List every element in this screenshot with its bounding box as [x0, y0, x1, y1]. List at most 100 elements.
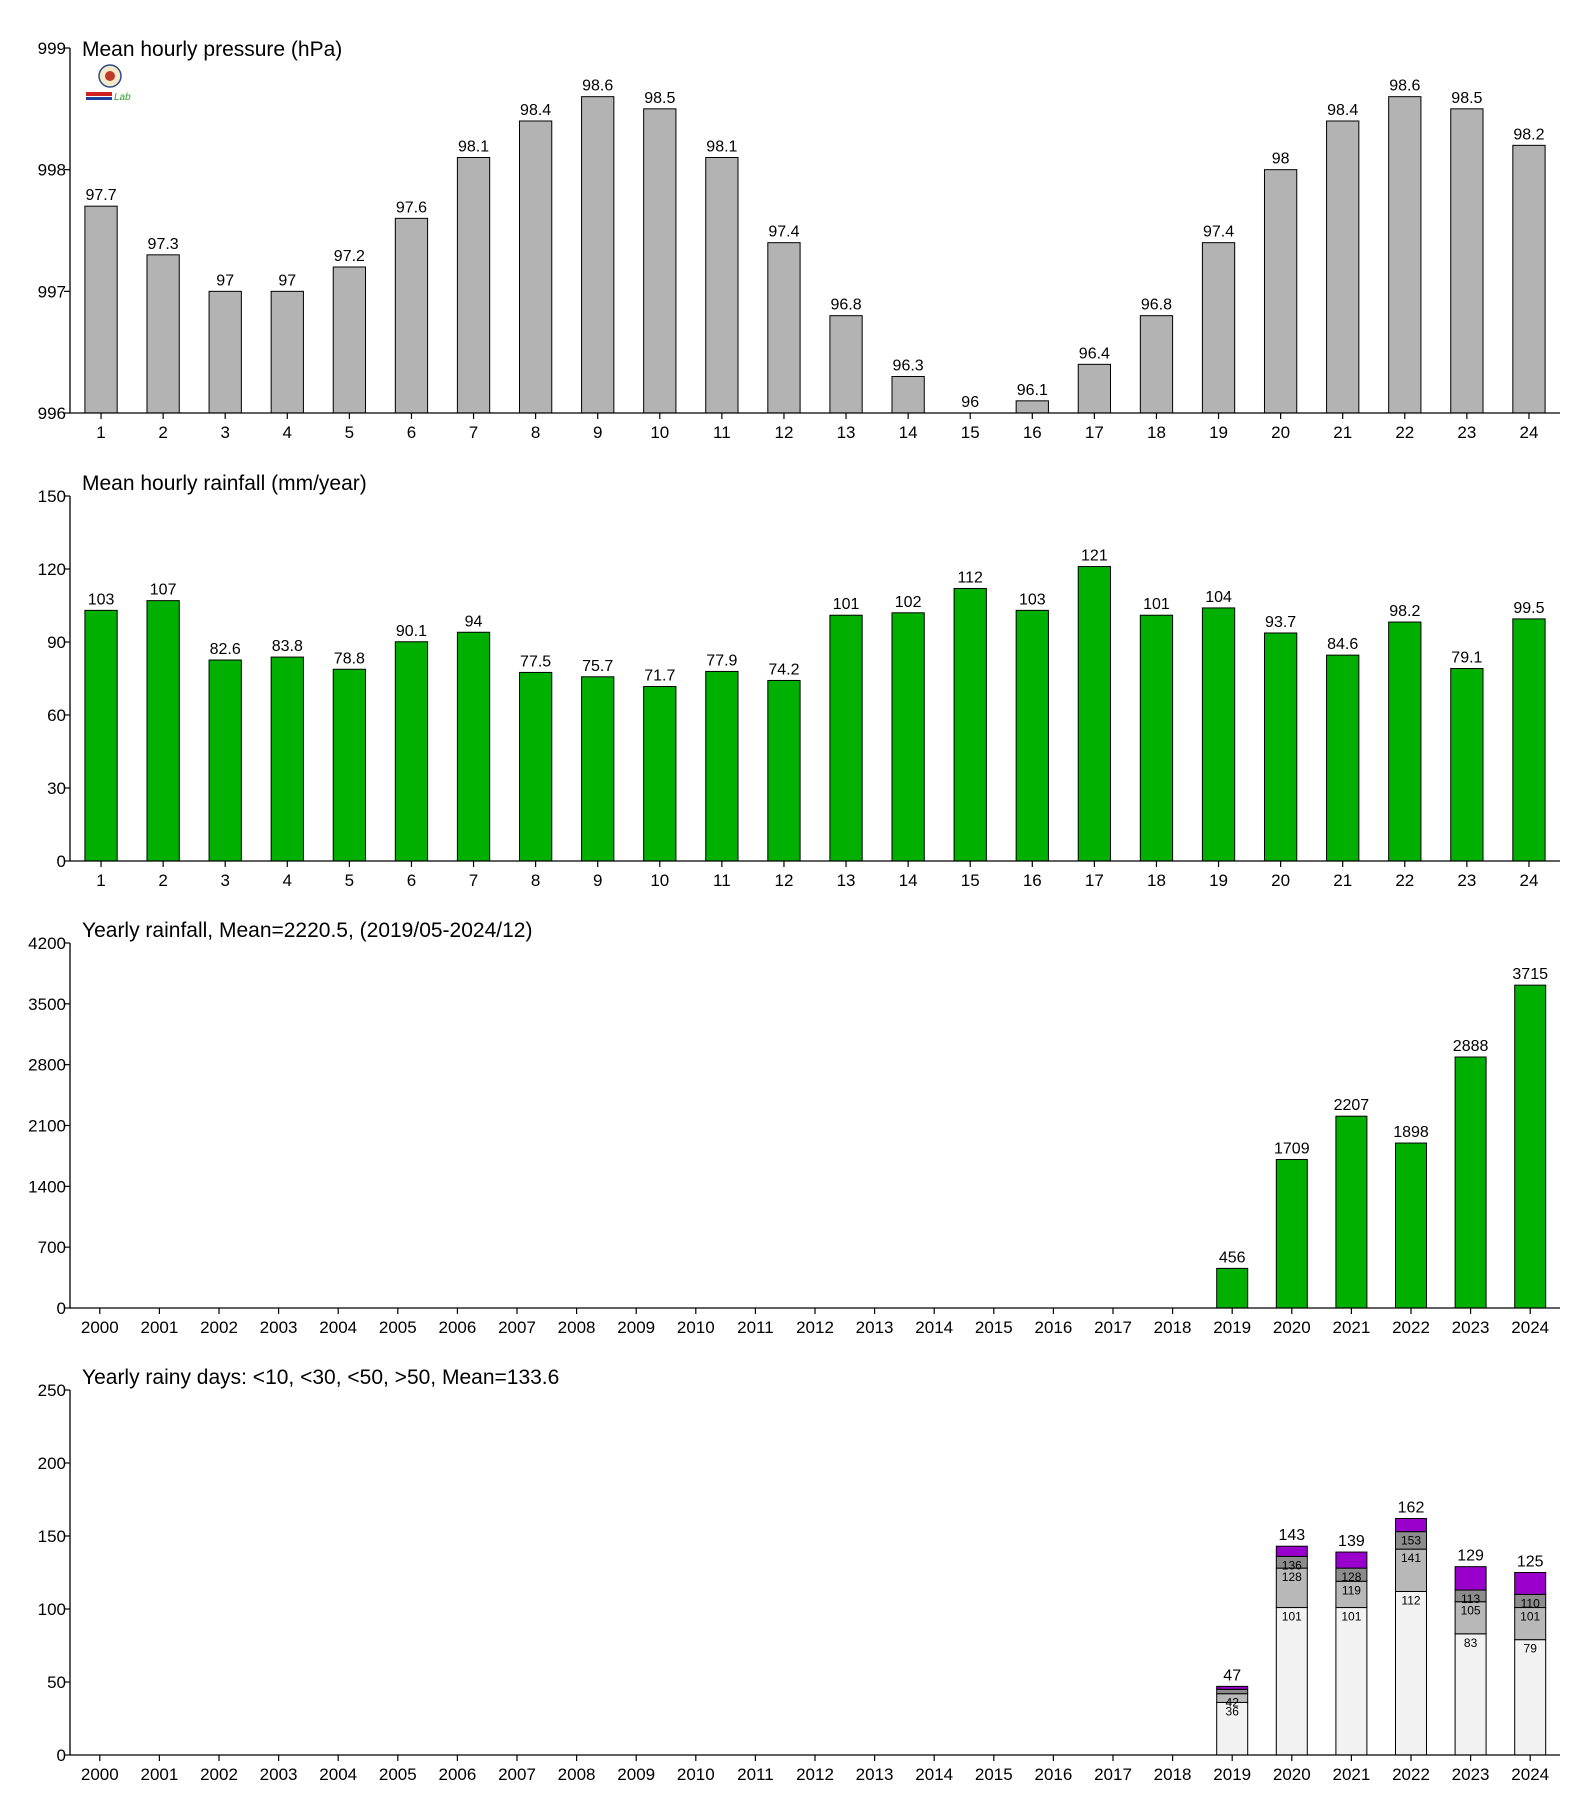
data-labels-pressure: 97.7 97.3 97 97 97.2 97.6 98.1 98.4 98.6 98.5 98.1…	[85, 78, 1544, 411]
x-tick-label-19: 19	[1209, 871, 1228, 890]
segment-label-2021-2: 119	[1342, 1583, 1361, 1597]
x-tick-label-8: 8	[531, 871, 540, 890]
data-label-22: 98.6	[1389, 78, 1420, 95]
bar-13	[829, 614, 863, 862]
data-label-16: 96.1	[1017, 382, 1048, 399]
data-label-8: 77.5	[520, 653, 551, 670]
data-label-13: 96.8	[830, 297, 861, 314]
data-label-17: 96.4	[1079, 345, 1110, 362]
x-tick-label-2013: 2013	[856, 1765, 894, 1784]
data-label-10: 71.7	[644, 668, 675, 685]
data-label-3: 97	[216, 272, 234, 289]
x-tick-label-2001: 2001	[140, 1765, 178, 1784]
data-labels-hourly-rainfall: 103 107 82.6 83.8 78.8 90.1 94 77.5 75.7 71.7 77.9…	[88, 548, 1545, 685]
y-tick-label-120: 120	[38, 560, 66, 579]
bar-19	[1201, 607, 1236, 862]
chart-panel-rainy-days: Yearly rainy days: <10, <30, <50, >50, M…	[38, 1366, 1560, 1784]
bar-2023	[1454, 1056, 1487, 1309]
bar-3	[208, 659, 242, 862]
bars-yearly-rainfall	[1216, 984, 1547, 1309]
total-label-2020: 143	[1278, 1527, 1305, 1544]
x-tick-label-2006: 2006	[438, 1318, 476, 1337]
data-label-11: 98.1	[706, 139, 737, 156]
x-tick-label-2008: 2008	[558, 1765, 596, 1784]
bar-17	[1077, 363, 1112, 414]
data-label-13: 101	[833, 596, 860, 613]
bar-2	[146, 254, 180, 414]
segment-label-2022-2: 141	[1401, 1551, 1421, 1565]
bar-18	[1139, 315, 1174, 414]
segment-label-2024-2: 101	[1520, 1610, 1540, 1624]
data-label-5: 78.8	[334, 650, 365, 667]
bar-23	[1450, 668, 1484, 862]
segment-label-2020-2: 128	[1282, 1570, 1302, 1584]
bar-segment-2023-1	[1454, 1633, 1487, 1756]
x-tick-label-2017: 2017	[1094, 1765, 1132, 1784]
data-label-12: 97.4	[768, 224, 799, 241]
bar-17	[1077, 566, 1112, 862]
segment-label-2022-3: 153	[1401, 1534, 1421, 1548]
y-tick-label-997: 997	[38, 282, 66, 301]
data-label-3: 82.6	[210, 641, 241, 658]
y-tick-label-999: 999	[38, 39, 66, 58]
x-tick-label-23: 23	[1457, 871, 1476, 890]
x-tick-label-5: 5	[345, 871, 354, 890]
bar-1	[84, 609, 118, 862]
y-tick-label-30: 30	[47, 779, 66, 798]
segment-label-2021-1: 101	[1341, 1610, 1361, 1624]
x-tick-label-11: 11	[713, 871, 731, 890]
chart-panel-yearly-rainfall: Yearly rainfall, Mean=2220.5, (2019/05-2…	[28, 919, 1560, 1337]
segment-label-2024-1: 79	[1524, 1642, 1538, 1656]
x-tick-label-13: 13	[837, 423, 856, 442]
bar-9	[581, 676, 615, 862]
x-tick-label-2020: 2020	[1273, 1765, 1311, 1784]
data-label-12: 74.2	[768, 661, 799, 678]
x-tick-label-2014: 2014	[915, 1318, 953, 1337]
data-label-24: 98.2	[1513, 126, 1544, 143]
bar-8	[518, 120, 553, 414]
data-label-21: 84.6	[1327, 636, 1358, 653]
x-tick-label-18: 18	[1147, 871, 1166, 890]
segment-label-2021-3: 128	[1341, 1570, 1361, 1584]
bar-9	[581, 96, 615, 414]
x-tick-label-5: 5	[345, 423, 354, 442]
bar-segment-2020-4	[1275, 1545, 1308, 1557]
x-tick-label-2024: 2024	[1511, 1765, 1549, 1784]
data-label-23: 98.5	[1451, 90, 1482, 107]
x-tick-label-24: 24	[1519, 423, 1538, 442]
segment-label-2022-1: 112	[1401, 1593, 1420, 1607]
x-tick-label-2006: 2006	[438, 1765, 476, 1784]
data-label-2023: 2888	[1453, 1038, 1489, 1055]
data-label-2022: 1898	[1393, 1124, 1429, 1141]
bar-segment-2020-1	[1275, 1607, 1308, 1756]
bar-segment-2022-4	[1395, 1517, 1427, 1533]
bar-13	[829, 315, 863, 414]
x-tick-label-2004: 2004	[319, 1765, 357, 1784]
bar-21	[1326, 654, 1360, 862]
data-label-15: 112	[957, 569, 983, 586]
bar-2021	[1335, 1115, 1368, 1309]
data-label-15: 96	[961, 394, 979, 411]
bar-6	[394, 217, 429, 414]
x-tick-label-14: 14	[899, 871, 918, 890]
x-tick-label-2015: 2015	[975, 1765, 1013, 1784]
y-tick-label-3500: 3500	[28, 995, 66, 1014]
bar-3	[208, 290, 242, 414]
bar-2022	[1395, 1142, 1427, 1309]
bar-segment-2023-4	[1454, 1566, 1487, 1591]
y-tick-label-200: 200	[38, 1454, 66, 1473]
y-tick-label-150: 150	[38, 487, 66, 506]
bar-15	[953, 587, 987, 862]
bar-segment-2019-3	[1216, 1688, 1249, 1695]
x-tick-label-2022: 2022	[1392, 1765, 1430, 1784]
x-tick-label-2004: 2004	[319, 1318, 357, 1337]
x-tick-label-3: 3	[220, 871, 229, 890]
bar-14	[891, 376, 925, 414]
bar-segment-2021-4	[1335, 1551, 1368, 1569]
x-tick-label-2005: 2005	[379, 1318, 417, 1337]
data-label-1: 103	[88, 591, 115, 608]
bar-segment-2022-1	[1395, 1590, 1427, 1756]
bar-22	[1388, 96, 1422, 414]
